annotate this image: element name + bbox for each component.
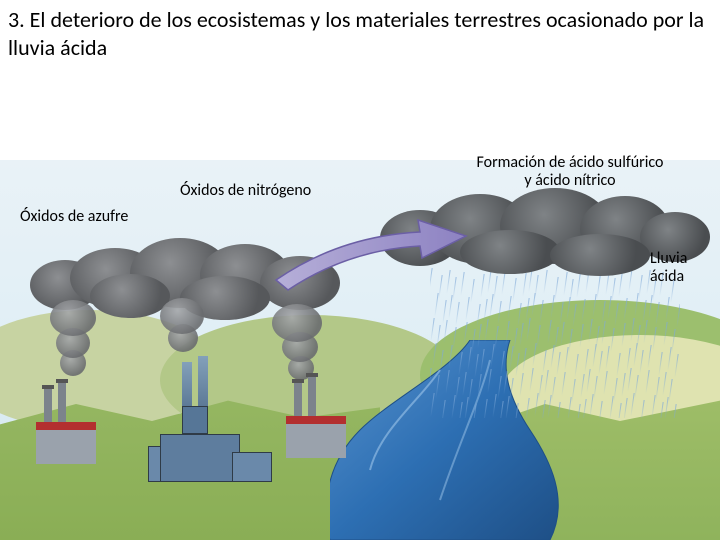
page-title: 3. El deterioro de los ecosistemas y los…: [8, 6, 712, 61]
label-sulfur-oxides: Óxidos de azufre: [20, 208, 128, 226]
factory-small: [280, 378, 360, 458]
factory-small: [30, 384, 110, 464]
label-nitrogen-oxides: Óxidos de nitrógeno: [180, 182, 311, 200]
label-acid-formation: Formación de ácido sulfúrico y ácido nít…: [440, 154, 700, 191]
factories: [30, 314, 370, 464]
label-acid-rain: Lluvia ácida: [650, 250, 710, 287]
transport-arrow-icon: [270, 218, 470, 298]
factory-main: [140, 362, 280, 482]
acid-rain-diagram: Óxidos de azufre Óxidos de nitrógeno For…: [0, 160, 720, 540]
